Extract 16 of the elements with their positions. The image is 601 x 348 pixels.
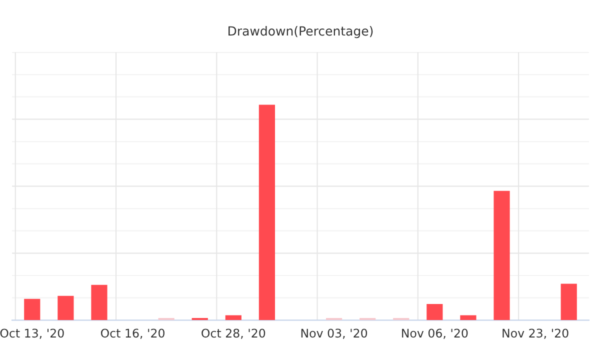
bar xyxy=(91,284,108,320)
x-tick-label: Oct 13, '20 xyxy=(0,328,64,339)
x-tick-label: Nov 06, '20 xyxy=(402,328,468,339)
bar xyxy=(426,304,443,320)
bar xyxy=(24,298,40,320)
chart-title: Drawdown(Percentage) xyxy=(228,26,373,38)
x-tick-label: Nov 23, '20 xyxy=(502,328,568,339)
x-tick-label: Oct 28, '20 xyxy=(202,328,266,339)
bar xyxy=(494,190,510,320)
bar xyxy=(258,104,276,320)
bar xyxy=(460,315,476,320)
bar xyxy=(225,315,242,320)
bar xyxy=(58,296,74,320)
x-tick-label: Nov 03, '20 xyxy=(301,328,368,339)
bar xyxy=(560,284,577,320)
x-tick-label: Oct 16, '20 xyxy=(100,328,164,339)
